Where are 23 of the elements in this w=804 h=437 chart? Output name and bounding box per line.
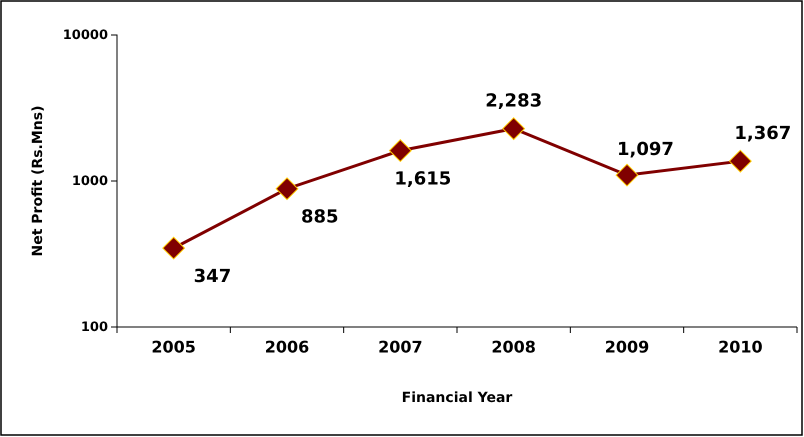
x-tick-label: 2005 xyxy=(151,337,196,356)
x-tick-label: 2009 xyxy=(604,337,650,356)
point xyxy=(276,177,298,200)
x-tick-label: 2010 xyxy=(718,337,763,356)
data-label: 347 xyxy=(194,266,232,288)
point xyxy=(162,236,186,260)
x-tick-label: 2006 xyxy=(264,337,310,356)
data-label: 1,097 xyxy=(617,139,674,160)
data-label: 885 xyxy=(301,206,339,228)
x-tick-label: 2007 xyxy=(378,337,423,356)
point xyxy=(502,117,526,140)
data-label: 1,367 xyxy=(734,123,792,144)
point xyxy=(728,150,752,173)
x-axis-title: Financial Year xyxy=(402,390,512,406)
x-tick-label: 2008 xyxy=(491,337,536,356)
data-label: 2,283 xyxy=(485,90,542,112)
point xyxy=(388,139,412,162)
data-label: 1,615 xyxy=(394,168,452,190)
point xyxy=(616,164,638,186)
y-tick-label: 1000 xyxy=(72,174,108,190)
y-tick-label: 10000 xyxy=(62,28,108,44)
y-tick-label: 100 xyxy=(80,320,108,336)
y-axis-title: Net Profit (Rs.Mns) xyxy=(30,106,46,256)
